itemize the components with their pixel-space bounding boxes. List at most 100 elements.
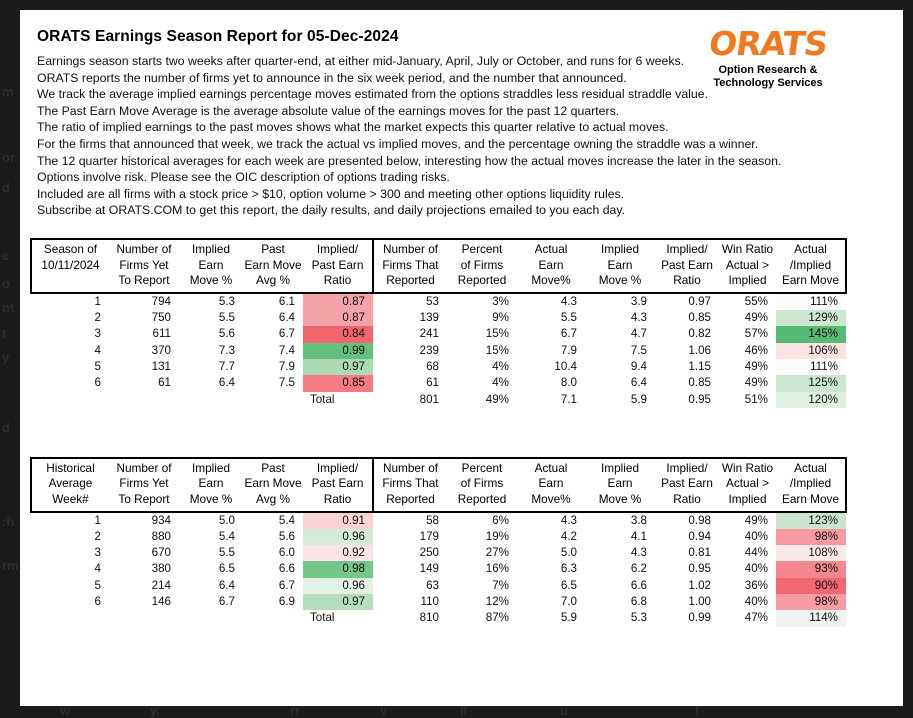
data-row: 2 880 5.4 5.6 0.96 179 19% 4.2 4.1 0.94 40% 98% xyxy=(31,528,846,546)
data-cell: 241 xyxy=(419,327,439,341)
data-cell: 9% xyxy=(492,311,509,325)
data-cell: 1.00 xyxy=(688,595,711,609)
data-cell: 0.97 xyxy=(688,294,711,308)
data-cell: 7.9 xyxy=(560,343,577,357)
actual-implied-cell: 129% xyxy=(776,310,846,327)
data-cell: 7.7 xyxy=(218,359,235,373)
column-header: Actual Earn Move% xyxy=(517,237,585,294)
data-cell: 5 xyxy=(94,359,101,373)
data-cell: 61 xyxy=(426,376,439,390)
background-text-fragment: m xyxy=(2,84,14,99)
data-cell: 40% xyxy=(744,595,768,609)
data-cell: 36% xyxy=(744,578,768,592)
ratio-cell: 0.91 xyxy=(303,511,373,529)
column-header: Implied/Past Earn Ratio xyxy=(303,456,374,513)
data-cell: 5.5 xyxy=(560,311,577,325)
intro-line: For the firms that announced that week, … xyxy=(37,136,759,151)
actual-implied-cell: 90% xyxy=(776,577,846,595)
actual-implied-cell: 98% xyxy=(776,594,846,611)
orats-tagline-line1: Option Research & xyxy=(718,64,818,76)
data-cell: 7.0 xyxy=(560,595,577,609)
total-cell: 0.95 xyxy=(688,392,711,406)
actual-implied-cell: 145% xyxy=(776,326,846,343)
data-cell: 880 xyxy=(151,529,171,543)
data-cell: 7.4 xyxy=(278,343,295,357)
data-cell: 670 xyxy=(151,546,171,560)
actual-implied-cell: 125% xyxy=(776,375,846,392)
data-cell: 5.0 xyxy=(218,513,235,527)
historical-average-table: Historical Average Week# Number of Firms Yet… xyxy=(30,456,847,627)
column-header: Season of 10/11/2024 xyxy=(30,237,109,294)
data-cell: 5.3 xyxy=(218,294,235,308)
data-cell: 5.6 xyxy=(218,327,235,341)
data-cell: 5.5 xyxy=(218,546,235,560)
actual-implied-cell: 98% xyxy=(776,528,846,546)
data-cell: 55% xyxy=(744,294,768,308)
data-cell: 6.7 xyxy=(278,327,295,341)
data-cell: 250 xyxy=(419,546,439,560)
total-cell: 51% xyxy=(744,392,768,406)
data-row: 6 61 6.4 7.5 0.85 61 4% 8.0 6.4 0.85 49% 125% xyxy=(31,375,846,392)
intro-line: The ratio of implied earnings to the pas… xyxy=(37,120,669,135)
column-header: Past Earn Move Avg % xyxy=(243,456,303,513)
empty-cell xyxy=(179,392,243,408)
total-row: Total 810 87% 5.9 5.3 0.99 47% 114% xyxy=(31,610,846,627)
ratio-cell: 0.85 xyxy=(303,375,373,392)
column-header: Number of Firms That Reported xyxy=(373,456,447,513)
data-cell: 6.7 xyxy=(278,578,295,592)
ratio-cell: 0.97 xyxy=(303,594,373,611)
intro-line: Earnings season starts two weeks after q… xyxy=(37,54,685,68)
column-header: Percent of Firms Reported xyxy=(447,456,517,513)
report-title: ORATS Earnings Season Report for 05-Dec-… xyxy=(37,28,399,45)
data-cell: 239 xyxy=(419,343,439,357)
data-cell: 68 xyxy=(426,359,439,373)
data-cell: 16% xyxy=(485,562,509,576)
empty-cell xyxy=(179,610,243,626)
total-cell: 7.1 xyxy=(560,392,577,406)
data-row: 4 380 6.5 6.6 0.98 149 16% 6.3 6.2 0.95 40% 93% xyxy=(31,561,846,578)
total-cell: 0.99 xyxy=(688,611,711,625)
column-header: Implied/Past Earn Ratio xyxy=(655,237,719,294)
data-cell: 40% xyxy=(744,529,768,543)
data-cell: 7.9 xyxy=(278,359,295,373)
data-cell: 6% xyxy=(492,513,509,527)
data-cell: 0.85 xyxy=(688,376,711,390)
data-cell: 3.8 xyxy=(630,513,647,527)
total-cell: 801 xyxy=(419,392,439,406)
total-cell: 5.9 xyxy=(630,392,647,406)
data-cell: 27% xyxy=(485,546,509,560)
data-row: 3 670 5.5 6.0 0.92 250 27% 5.0 4.3 0.81 44% 108% xyxy=(31,545,846,562)
background-text-fragment: e xyxy=(2,248,10,263)
actual-implied-cell: 111% xyxy=(776,358,846,376)
header-row: Season of 10/11/2024 Number of Firms Yet To… xyxy=(30,237,847,294)
data-cell: 750 xyxy=(151,311,171,325)
column-header: Number of Firms Yet To Report xyxy=(109,237,179,294)
column-header: Implied/Past Earn Ratio xyxy=(655,456,719,513)
data-cell: 3 xyxy=(94,327,101,341)
data-cell: 7% xyxy=(492,578,509,592)
actual-implied-cell: 108% xyxy=(776,545,846,562)
data-cell: 4.3 xyxy=(560,294,577,308)
data-cell: 149 xyxy=(419,562,439,576)
ratio-cell: 0.97 xyxy=(303,358,373,376)
data-row: 6 146 6.7 6.9 0.97 110 12% 7.0 6.8 1.00 40% 98% xyxy=(31,594,846,611)
empty-cell xyxy=(31,392,109,408)
data-cell: 61 xyxy=(158,376,171,390)
intro-line: We track the average implied earnings pe… xyxy=(37,87,708,102)
total-cell: 47% xyxy=(744,611,768,625)
data-cell: 794 xyxy=(151,294,171,308)
data-cell: 4.3 xyxy=(560,513,577,527)
background-text-fragment: or xyxy=(2,150,15,165)
data-cell: 58 xyxy=(426,513,439,527)
data-cell: 0.85 xyxy=(688,311,711,325)
data-cell: 44% xyxy=(744,546,768,560)
data-cell: 6.0 xyxy=(278,546,295,560)
data-cell: 5.6 xyxy=(278,529,295,543)
data-cell: 0.94 xyxy=(688,529,711,543)
data-cell: 6.7 xyxy=(560,327,577,341)
column-header: Actual Earn Move% xyxy=(517,456,585,513)
data-cell: 370 xyxy=(151,343,171,357)
data-cell: 6.1 xyxy=(278,294,295,308)
empty-cell xyxy=(109,392,179,408)
intro-line: Subscribe at ORATS.COM to get this repor… xyxy=(37,203,626,218)
